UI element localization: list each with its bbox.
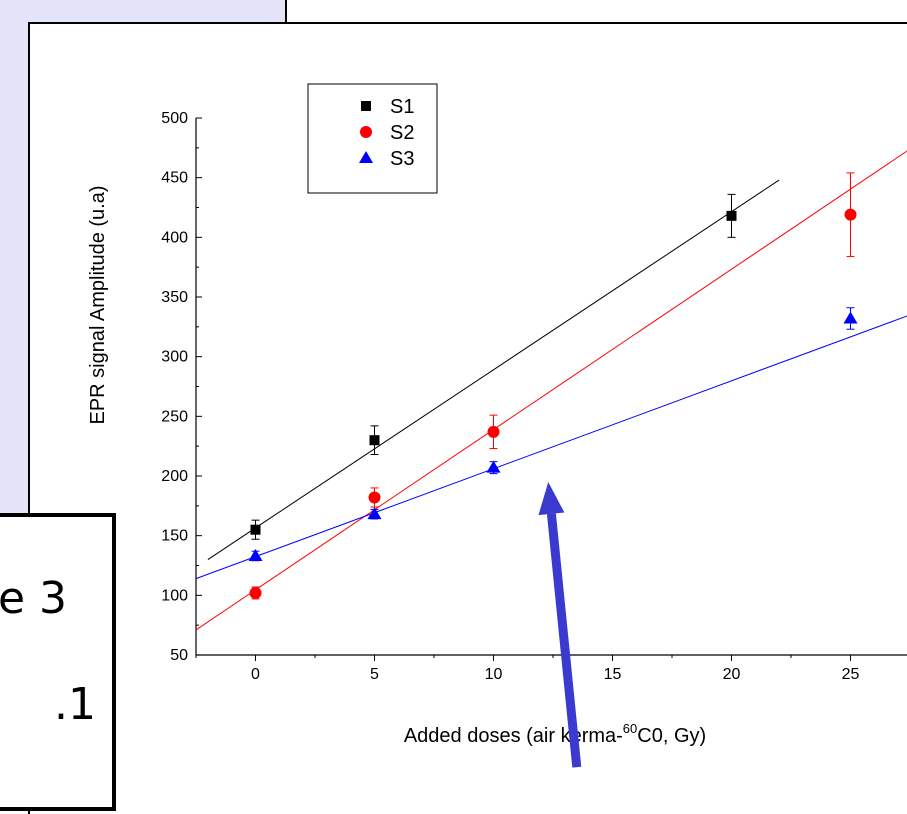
fit-line-s1	[207, 179, 780, 560]
x-axis-label: Added doses (air kerma-60C0, Gy)	[404, 721, 706, 747]
data-point-s1	[726, 210, 737, 221]
y-tick-label: 50	[170, 647, 188, 664]
data-point-s2	[487, 425, 500, 438]
data-point-s1	[250, 524, 261, 535]
y-axis-label: EPR signal Amplitude (u.a)	[87, 185, 109, 424]
slide-text-fragment-2: .1	[54, 679, 96, 730]
chart-frame	[28, 22, 907, 814]
y-tick-label: 100	[161, 587, 188, 604]
legend-marker-s1	[361, 101, 371, 111]
fit-line-s2	[195, 150, 907, 631]
x-tick-label: 25	[842, 666, 860, 683]
data-point-s3	[367, 507, 382, 520]
x-axis-label-prefix: Added doses (air kerma-	[404, 725, 623, 747]
data-point-s3	[248, 548, 263, 561]
x-tick-label: 0	[251, 666, 260, 683]
x-tick-label: 20	[723, 666, 741, 683]
y-tick-label: 250	[161, 408, 188, 425]
legend-label-s1: S1	[390, 96, 414, 118]
y-tick-label: 200	[161, 468, 188, 485]
data-point-s1	[369, 435, 380, 446]
fit-line-s3	[195, 315, 907, 580]
legend-marker-s3	[359, 151, 373, 163]
legend-label-s2: S2	[390, 122, 414, 144]
y-tick-label: 500	[161, 110, 188, 127]
x-axis-label-suffix: C0, Gy)	[637, 725, 706, 747]
legend-label-s3: S3	[390, 148, 414, 170]
y-tick-label: 150	[161, 528, 188, 545]
x-tick-label: 15	[604, 666, 622, 683]
y-tick-label: 350	[161, 289, 188, 306]
data-point-s2	[368, 491, 381, 504]
x-tick-label: 5	[370, 666, 379, 683]
data-point-s2	[249, 586, 262, 599]
data-point-s3	[843, 311, 858, 324]
y-tick-label: 450	[161, 170, 188, 187]
x-tick-label: 10	[485, 666, 503, 683]
data-point-s2	[844, 208, 857, 221]
slide-text-box: e 3 .1	[0, 513, 116, 811]
slide-text-fragment-1: e 3	[0, 573, 68, 624]
data-point-s3	[486, 460, 501, 473]
legend-box	[307, 83, 438, 194]
y-tick-label: 400	[161, 229, 188, 246]
legend-marker-s2	[360, 126, 372, 138]
x-axis-label-superscript: 60	[623, 721, 637, 736]
y-tick-label: 300	[161, 349, 188, 366]
arrow-shaft	[546, 513, 582, 768]
arrow-head	[538, 481, 565, 516]
